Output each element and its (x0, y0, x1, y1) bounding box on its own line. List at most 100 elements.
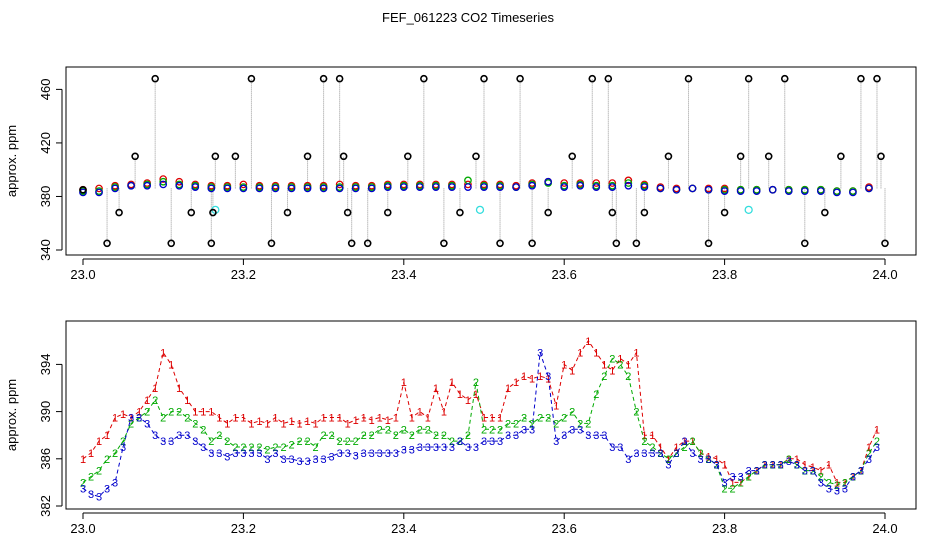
point-series-reference (456, 208, 464, 217)
point-series-reference (780, 74, 789, 83)
marker-series-1: 1 (697, 448, 703, 460)
marker-series-3: 3 (304, 456, 310, 468)
point-series-reference (267, 239, 276, 248)
marker-series-3: 3 (296, 456, 302, 468)
marker-series-2: 2 (264, 444, 270, 456)
point-series-reference (303, 152, 312, 161)
marker-series-3: 3 (569, 424, 575, 436)
marker-series-1: 1 (144, 395, 150, 407)
marker-series-2: 2 (689, 436, 695, 448)
point-series-3 (512, 183, 520, 191)
marker-series-2: 2 (858, 466, 864, 478)
marker-series-1: 1 (96, 436, 102, 448)
point-series-1 (239, 180, 248, 189)
marker-series-1: 1 (689, 436, 695, 448)
marker-series-2: 2 (794, 460, 800, 472)
marker-series-2: 2 (601, 371, 607, 383)
marker-series-3: 3 (192, 436, 198, 448)
marker-series-3: 3 (425, 442, 431, 454)
marker-series-2: 2 (778, 460, 784, 472)
marker-series-1: 1 (377, 413, 383, 425)
marker-series-3: 3 (88, 489, 94, 501)
marker-series-2: 2 (818, 472, 824, 484)
marker-series-3: 3 (112, 477, 118, 489)
point-series-3 (303, 184, 312, 193)
marker-series-1: 1 (537, 371, 543, 383)
point-series-reference (343, 208, 352, 217)
marker-series-1: 1 (208, 407, 214, 419)
marker-series-2: 2 (280, 442, 286, 454)
point-series-3 (704, 185, 713, 194)
point-series-reference (420, 74, 428, 83)
series-line-2 (82, 357, 878, 489)
marker-series-1: 1 (641, 430, 647, 442)
marker-series-3: 3 (240, 448, 246, 460)
marker-series-3: 3 (433, 442, 439, 454)
marker-series-2: 2 (553, 418, 559, 430)
marker-series-3: 3 (529, 424, 535, 436)
marker-series-2: 2 (208, 436, 214, 448)
marker-series-1: 1 (722, 460, 728, 472)
marker-series-1: 1 (481, 413, 487, 425)
point-series-reference (873, 74, 881, 83)
marker-series-2: 2 (561, 413, 567, 425)
point-series-3 (496, 183, 504, 191)
point-series-1 (464, 180, 472, 189)
marker-series-1: 1 (264, 418, 270, 430)
point-series-1 (175, 177, 184, 186)
marker-series-1: 1 (192, 407, 198, 419)
marker-series-3: 3 (850, 472, 856, 484)
marker-series-3: 3 (673, 448, 679, 460)
marker-series-3: 3 (497, 436, 503, 448)
marker-series-3: 3 (321, 454, 327, 466)
marker-series-1: 1 (353, 415, 359, 427)
point-series-reference (588, 74, 597, 83)
point-series-reference (516, 74, 524, 83)
marker-series-1: 1 (633, 348, 639, 360)
marker-series-1: 1 (449, 377, 455, 389)
point-series-1 (560, 179, 569, 187)
marker-series-3: 3 (256, 448, 262, 460)
point-series-3 (79, 188, 87, 197)
bottom-y-tick-label: 386 (38, 448, 53, 470)
marker-series-2: 2 (754, 466, 760, 478)
marker-series-2: 2 (321, 430, 327, 442)
marker-series-3: 3 (754, 466, 760, 478)
marker-series-1: 1 (296, 418, 302, 430)
top-x-tick-label: 23.8 (712, 267, 737, 282)
marker-series-1: 1 (730, 477, 736, 489)
marker-series-2: 2 (842, 477, 848, 489)
point-series-reference (103, 239, 111, 248)
marker-series-1: 1 (617, 354, 623, 366)
point-series-reference (131, 152, 139, 161)
marker-series-2: 2 (144, 407, 150, 419)
point-series-reference (664, 152, 673, 161)
marker-series-1: 1 (473, 389, 479, 401)
marker-series-2: 2 (256, 442, 262, 454)
point-series-reference (744, 74, 753, 83)
point-series-reference (187, 208, 196, 217)
marker-series-3: 3 (80, 483, 86, 495)
marker-series-1: 1 (609, 365, 615, 377)
marker-series-2: 2 (505, 418, 511, 430)
marker-series-3: 3 (818, 477, 824, 489)
marker-series-1: 1 (128, 413, 134, 425)
marker-series-3: 3 (537, 348, 543, 360)
y-axis-label-top: approx. ppm (4, 125, 19, 197)
top-x-tick-label: 23.6 (552, 267, 577, 282)
point-series-3 (576, 181, 585, 190)
marker-series-1: 1 (200, 407, 206, 419)
marker-series-2: 2 (441, 430, 447, 442)
point-series-3 (223, 184, 232, 193)
marker-series-2: 2 (641, 436, 647, 448)
panel-bottom: approx. ppm 23.0 23.2 23.4 23.6 23.8 24.0 382 3… (4, 320, 917, 536)
point-series-2 (159, 177, 168, 186)
marker-series-3: 3 (681, 436, 687, 448)
marker-series-1: 1 (786, 454, 792, 466)
marker-series-2: 2 (248, 442, 254, 454)
marker-series-1: 1 (593, 348, 599, 360)
marker-series-3: 3 (401, 444, 407, 456)
marker-series-2: 2 (746, 472, 752, 484)
top-y-tick-label: 460 (38, 79, 53, 101)
marker-series-1: 1 (457, 389, 463, 401)
